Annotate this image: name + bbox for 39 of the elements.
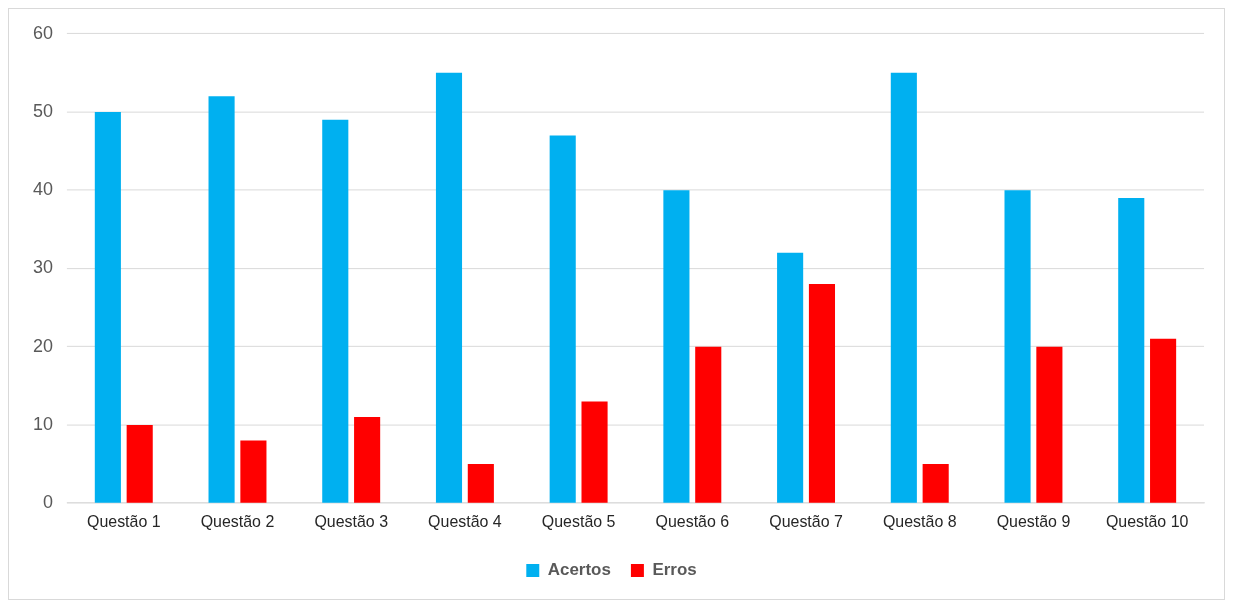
bar xyxy=(922,464,949,503)
bar xyxy=(663,190,690,503)
bar xyxy=(581,401,608,503)
bar xyxy=(1004,190,1031,503)
x-tick-label: Questão 9 xyxy=(996,513,1071,531)
bar xyxy=(240,440,267,503)
bar xyxy=(890,72,917,503)
bar xyxy=(695,346,722,503)
x-tick-label: Questão 6 xyxy=(655,513,730,531)
x-tick-label: Questão 3 xyxy=(314,513,389,531)
bar xyxy=(467,464,494,503)
bar xyxy=(94,111,121,503)
bar xyxy=(549,135,576,503)
x-tick-label: Questão 5 xyxy=(541,513,616,531)
bar xyxy=(322,119,349,503)
y-tick-label: 0 xyxy=(42,492,53,513)
bar xyxy=(126,424,153,503)
x-tick-label: Questão 1 xyxy=(86,513,161,531)
bar xyxy=(1150,338,1177,503)
bar xyxy=(777,252,804,503)
bar xyxy=(354,417,381,503)
bar xyxy=(1036,346,1063,503)
bar xyxy=(208,96,235,503)
y-tick-label: 50 xyxy=(32,100,53,121)
legend-label: Acertos xyxy=(547,560,611,580)
x-tick-label: Questão 7 xyxy=(769,513,843,531)
y-tick-label: 30 xyxy=(32,257,53,278)
y-tick-label: 40 xyxy=(32,179,53,200)
legend-label: Erros xyxy=(652,560,697,580)
y-tick-label: 10 xyxy=(32,413,53,434)
x-tick-label: Questão 8 xyxy=(882,513,957,531)
y-tick-label: 60 xyxy=(32,22,53,43)
bar xyxy=(1118,198,1145,503)
y-tick-label: 20 xyxy=(32,335,53,356)
bar xyxy=(435,72,463,503)
x-tick-label: Questão 2 xyxy=(200,513,275,531)
bar xyxy=(808,284,836,503)
x-tick-label: Questão 10 xyxy=(1105,513,1189,531)
x-tick-label: Questão 4 xyxy=(428,513,502,531)
